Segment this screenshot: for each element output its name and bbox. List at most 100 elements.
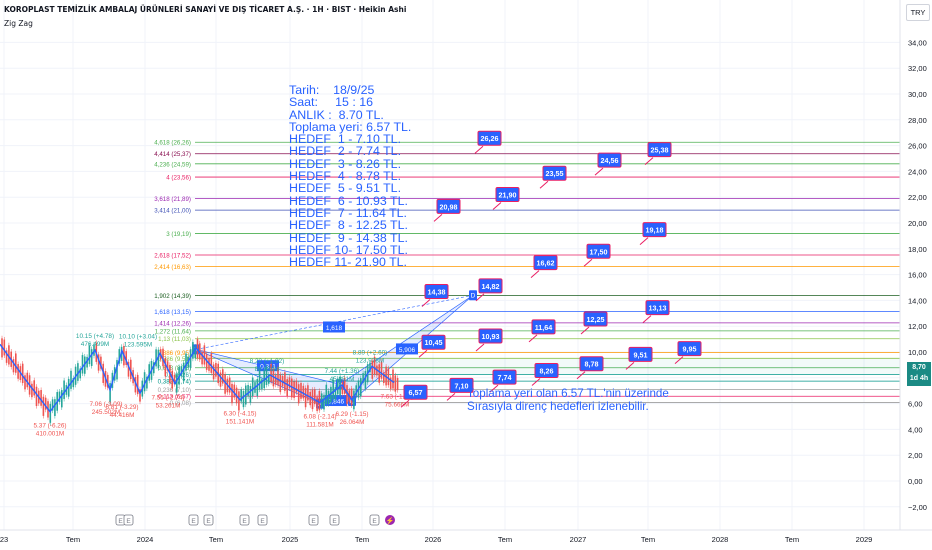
fib-label: 0,5 (8,26)	[165, 372, 191, 379]
price-tick-label: 4,00	[908, 425, 923, 434]
target-value: 6,57	[409, 388, 423, 397]
candle-body	[194, 346, 196, 359]
target-pointer	[528, 334, 538, 343]
indicator-label[interactable]: Zig Zag	[4, 19, 33, 28]
zigzag	[0, 343, 395, 413]
target-value: 9,95	[683, 345, 697, 354]
price-axis[interactable]: 34,00 32,00 30,00 28,00 26,00 24,00 22,00 20,00…	[899, 0, 927, 530]
candle-body	[325, 384, 328, 405]
time-tick-label: 2028	[712, 535, 729, 544]
price-tick-label: 18,00	[908, 245, 927, 254]
target-tag	[642, 222, 667, 238]
target-pointer	[642, 315, 652, 323]
event-markers[interactable]: E E E E E E E E E ⚡	[115, 514, 395, 526]
candle-body	[166, 361, 169, 371]
fib-label: 2,414 (16,63)	[154, 264, 191, 271]
candle-body	[26, 372, 29, 388]
candle-body	[256, 379, 259, 397]
candle-body	[70, 370, 72, 389]
dividend-event-glyph: ⚡	[386, 516, 395, 525]
candle-body	[346, 385, 348, 405]
candle-body	[228, 377, 231, 393]
target-tag	[677, 341, 702, 357]
fib-label: 4,618 (26,26)	[154, 140, 191, 147]
candle-body	[210, 353, 213, 373]
target-value: 14,38	[428, 287, 446, 296]
candle-body	[17, 364, 19, 379]
currency-button[interactable]: TRY	[906, 4, 930, 21]
price-tick-label: 30,00	[908, 90, 927, 99]
candle-body	[295, 380, 298, 393]
target-value: 17,50	[590, 247, 608, 256]
price-tick-label: 32,00	[908, 64, 927, 73]
earnings-event-glyph: E	[260, 518, 265, 525]
fib-label: 1,272 (11,64)	[155, 328, 191, 335]
candle-body	[79, 368, 81, 379]
target-tag	[477, 130, 502, 146]
target-tag	[403, 384, 428, 400]
candle-body	[81, 355, 84, 374]
candle-body	[222, 369, 224, 384]
bottom-note: Toplama yeri olan 6.57 TL.'nin üzerinde …	[467, 387, 669, 413]
target-tags: 6,57 7,10 7,74 8,26 8,78 9,51 9,95 10,45 10,93 11…	[400, 130, 702, 408]
time-axis[interactable]: 23 Tem 2024 Tem 2025 Tem 2026 Tem 2027 Tem 2028 Tem…	[0, 529, 932, 544]
note-line: HEDEF 7 - 11.64 TL.	[289, 205, 407, 220]
candle-body	[77, 363, 79, 381]
candle-body	[249, 386, 252, 403]
zigzag-label: 6.81 (-3.29)	[105, 404, 138, 411]
candle-body	[61, 390, 63, 408]
candle-body	[337, 378, 339, 395]
candle-body	[284, 372, 286, 391]
candle-body	[258, 371, 261, 390]
candle-body	[309, 391, 311, 406]
candle-body	[148, 364, 150, 381]
fib-label: 0,113 (6,57)	[158, 394, 191, 401]
candle-body	[362, 373, 364, 383]
harmonic-ratio-box	[323, 321, 345, 333]
target-tag	[597, 152, 622, 168]
time-tick-label: Tem	[785, 535, 799, 544]
earnings-event-icon	[369, 514, 380, 526]
target-tag	[579, 356, 604, 372]
time-tick-label: 2027	[570, 535, 587, 544]
candle-body	[378, 364, 380, 383]
note-line: HEDEF 10- 17.50 TL.	[289, 242, 408, 257]
candle-body	[300, 382, 302, 399]
target-pointer	[576, 371, 586, 380]
note-line: Saat: 15 : 16	[289, 95, 374, 110]
candle-body	[185, 353, 187, 371]
target-tag	[478, 278, 503, 294]
candle-body	[196, 339, 199, 359]
bottom-note-line-2: Sırasıyla direnç hedefleri izlenebilir.	[467, 400, 649, 413]
note-line: HEDEF 2 - 7.74 TL.	[289, 144, 402, 159]
price-tick-label: 12,00	[908, 322, 927, 331]
zigzag-volume: 476.499M	[81, 341, 109, 348]
candle-body	[240, 389, 242, 402]
fib-label: 0,618 (8,78)	[158, 365, 191, 372]
candle-body	[231, 383, 233, 404]
zigzag-labels: 5.37 (-6.26)410.001M 10.15 (+4.78)476.499…	[33, 333, 413, 438]
earnings-event-icon	[329, 514, 340, 526]
candle-body	[311, 389, 314, 410]
current-price-tag: 8,70 1d 4h	[907, 362, 931, 386]
harmonic-ratio-box	[257, 360, 279, 372]
time-tick-label: Tem	[498, 535, 512, 544]
candle-body	[219, 372, 222, 387]
candle-body	[90, 349, 93, 366]
earnings-event-glyph: E	[126, 518, 131, 525]
target-tag	[542, 165, 567, 181]
note-line: Toplama yeri: 6.57 TL.	[289, 119, 412, 134]
time-tick-label: 2026	[425, 535, 442, 544]
candle-body	[327, 390, 330, 405]
target-value: 20,98	[440, 202, 458, 211]
earnings-event-icon	[188, 514, 199, 526]
current-price-value: 8,70	[912, 364, 926, 371]
candle-body	[180, 366, 183, 377]
target-pointer	[580, 326, 590, 335]
candle-body	[286, 379, 288, 397]
candle-body	[268, 374, 270, 384]
candle-body	[291, 378, 293, 398]
harmonic-ratio-box	[396, 343, 418, 355]
zigzag-label: 6.29 (-1.15)	[335, 411, 368, 418]
